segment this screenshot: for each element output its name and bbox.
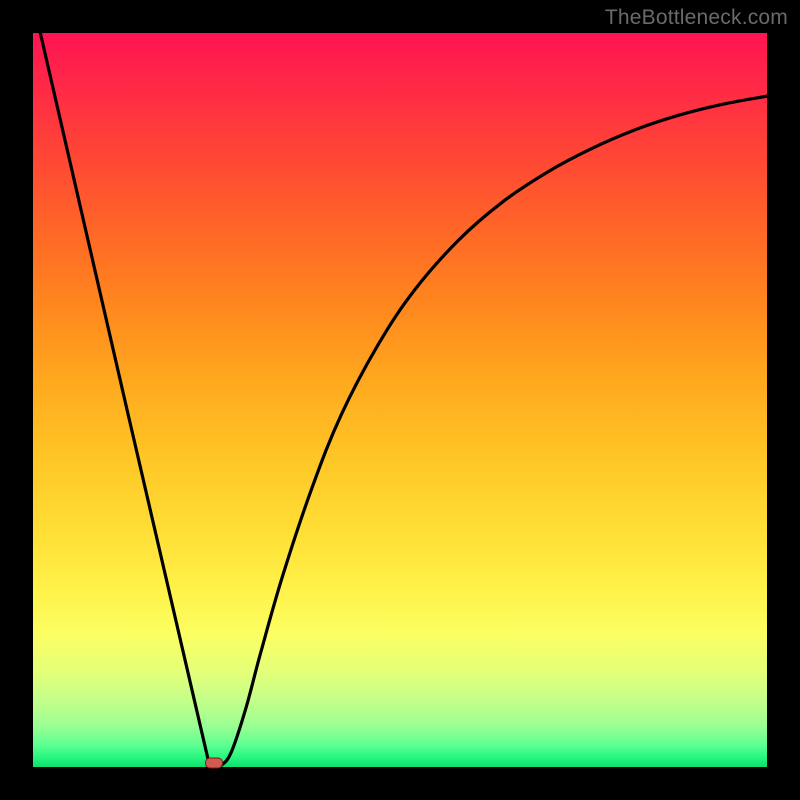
min-point-marker (205, 757, 223, 768)
bottleneck-curve (33, 33, 767, 767)
plot-area (33, 33, 767, 767)
watermark-text: TheBottleneck.com (605, 6, 788, 30)
chart-container: { "watermark": { "text": "TheBottleneck.… (0, 0, 800, 800)
